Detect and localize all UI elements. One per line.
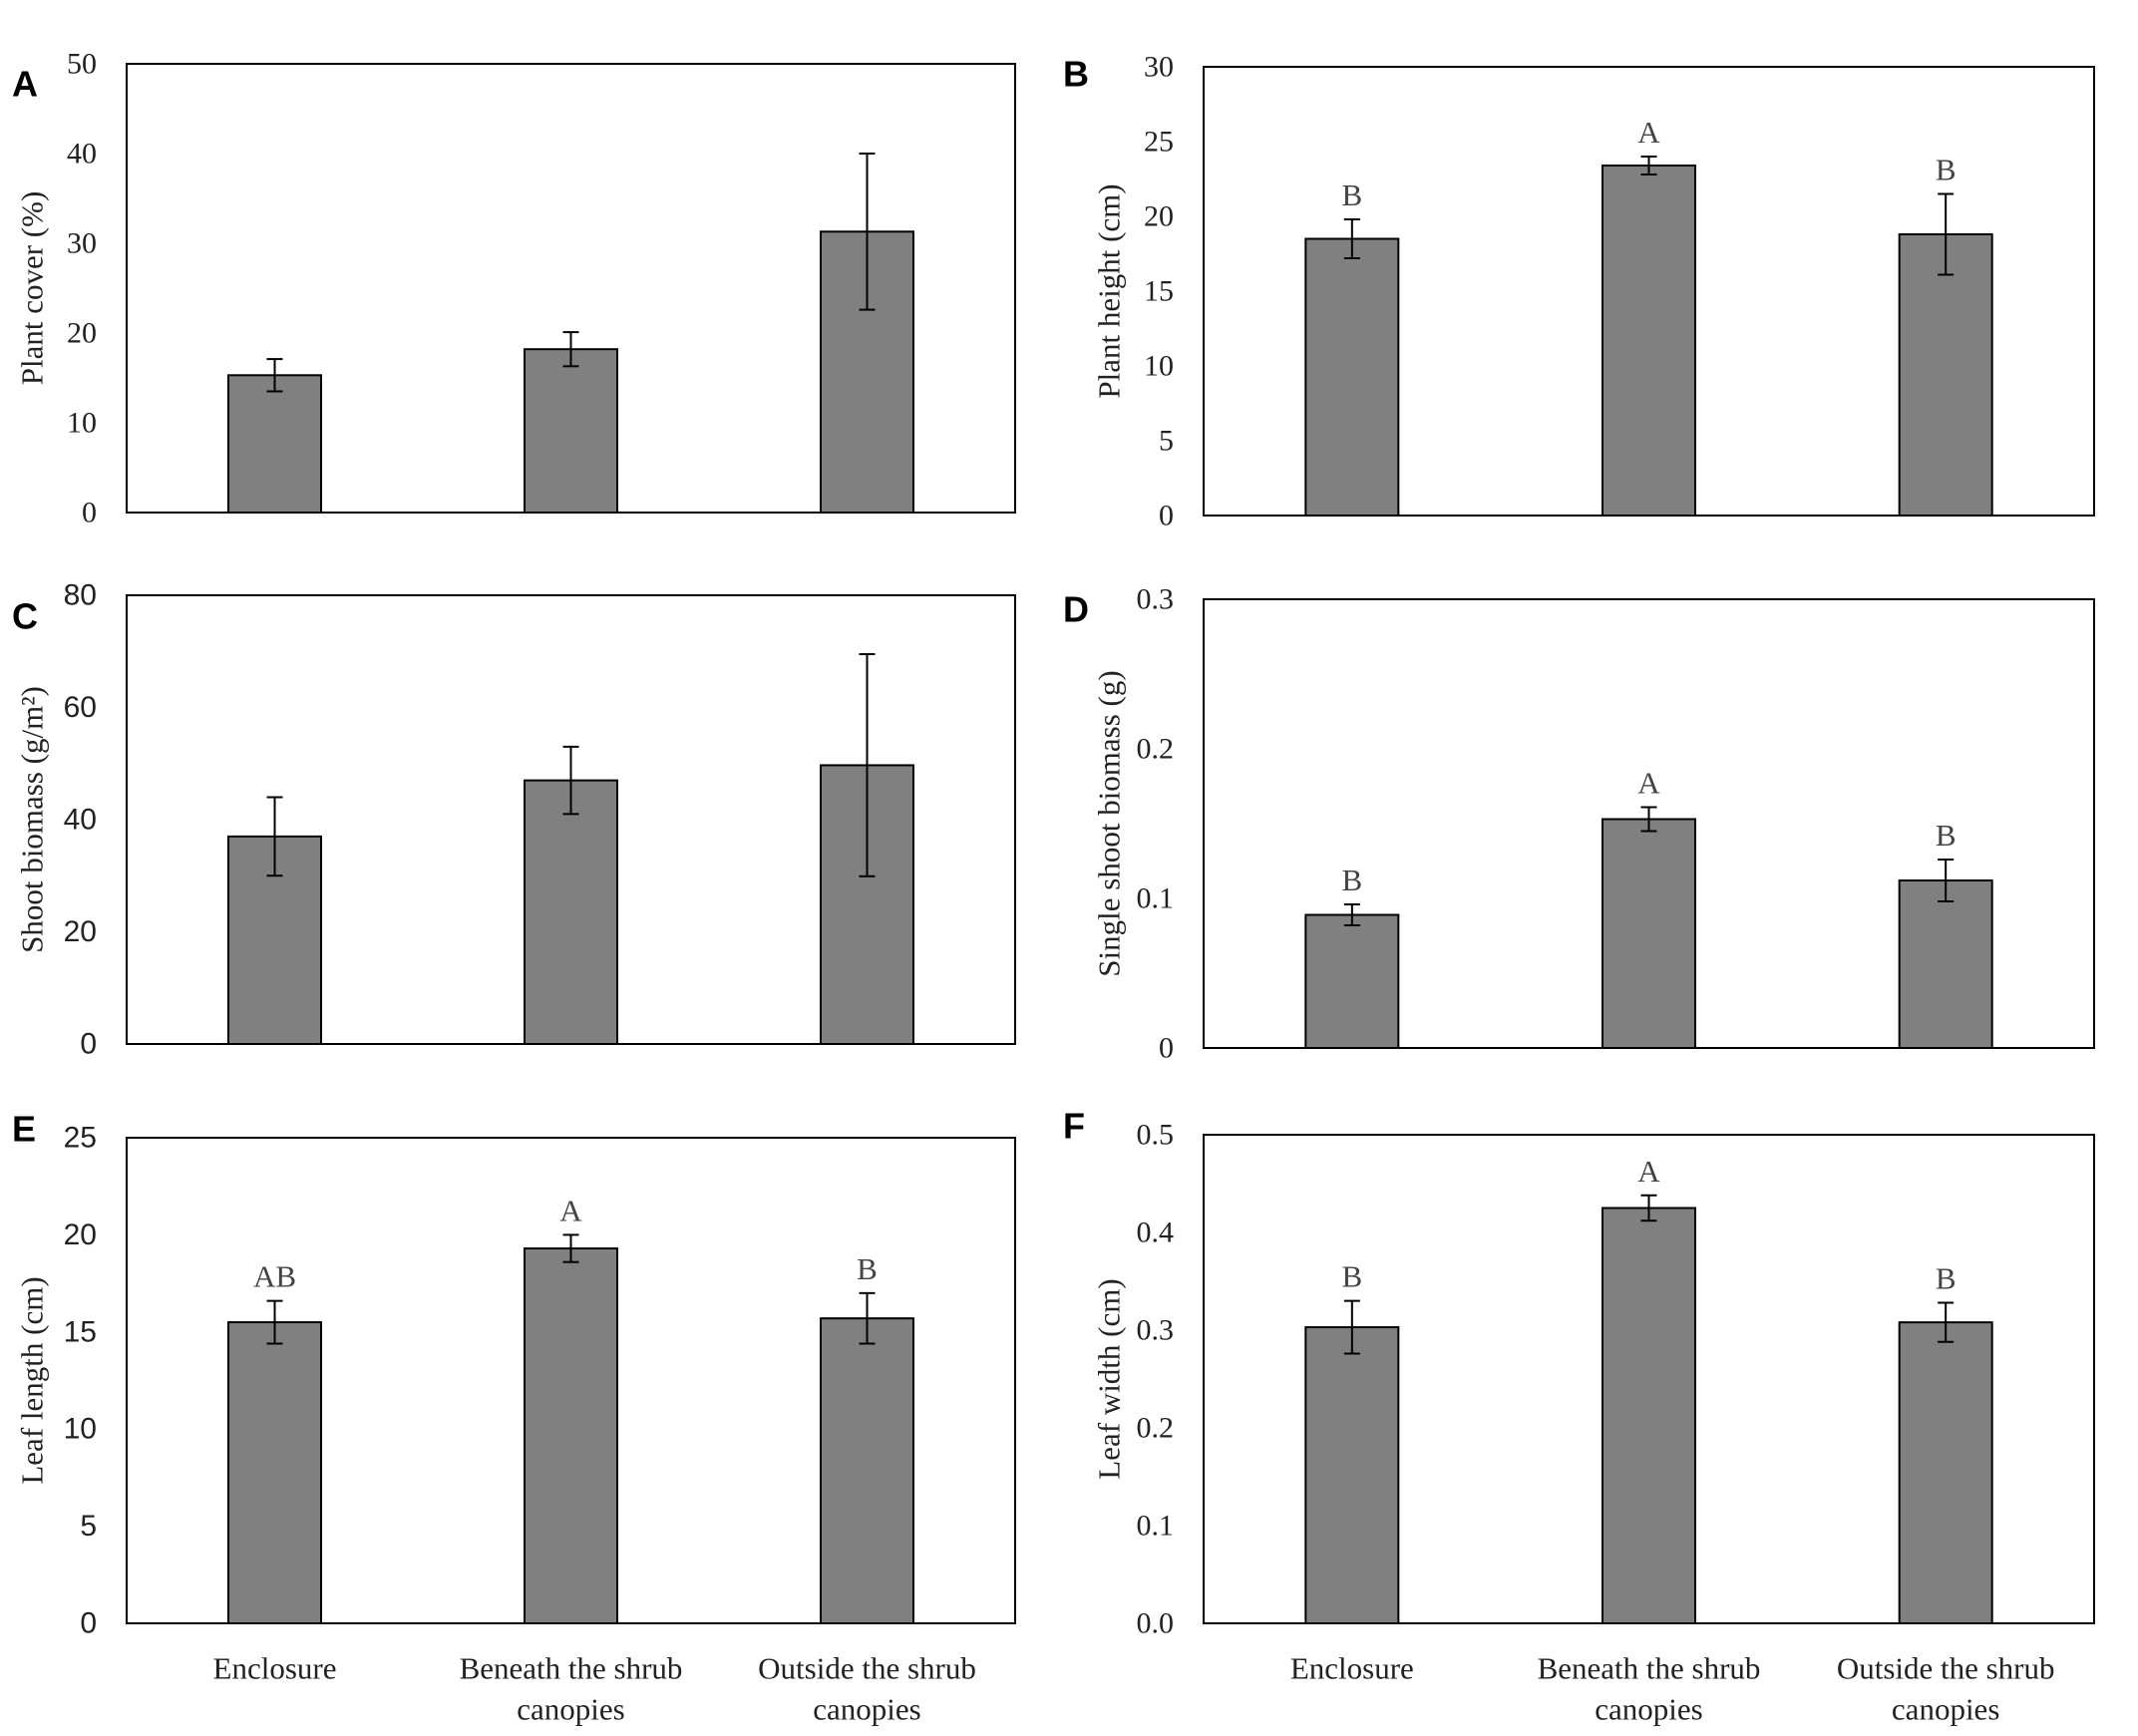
significance-letter: A bbox=[1637, 115, 1660, 150]
panel-f: F 0.0 0.1 0.2 0.3 0.4 0.5 Leaf width (cm) B Enclo… bbox=[1063, 1105, 2095, 1727]
bar bbox=[524, 1247, 618, 1624]
panel-label: F bbox=[1063, 1105, 1085, 1146]
panel-label: B bbox=[1063, 53, 1089, 94]
y-tick-label: 20 bbox=[1144, 200, 1174, 233]
bar bbox=[1304, 913, 1400, 1049]
plot-frame bbox=[1203, 66, 2095, 517]
y-axis-label: Single shoot biomass (g) bbox=[1092, 670, 1127, 976]
x-tick-label: canopies bbox=[517, 1692, 624, 1727]
bar bbox=[524, 348, 618, 515]
significance-letter: A bbox=[1637, 1154, 1660, 1189]
y-tick-label: 25 bbox=[64, 1122, 97, 1155]
bar bbox=[227, 374, 322, 514]
y-tick-label: 15 bbox=[1144, 275, 1174, 308]
y-tick-label: 0.1 bbox=[1137, 1510, 1175, 1543]
x-tick-label: Beneath the shrub bbox=[1538, 1651, 1761, 1686]
panel-label: D bbox=[1063, 588, 1089, 629]
significance-letter: A bbox=[1637, 766, 1660, 801]
y-tick-label: 0.3 bbox=[1137, 583, 1175, 616]
y-axis-label: Shoot biomass (g/m²) bbox=[15, 686, 50, 953]
y-tick-label: 0.1 bbox=[1137, 882, 1175, 915]
y-tick-label: 20 bbox=[67, 317, 97, 350]
y-axis-label: Leaf width (cm) bbox=[1092, 1278, 1127, 1479]
panel-label: A bbox=[12, 63, 38, 104]
y-tick-label: 0.3 bbox=[1137, 1314, 1175, 1347]
bar bbox=[227, 1321, 322, 1625]
y-tick-label: 0 bbox=[1159, 1032, 1174, 1065]
significance-letter: B bbox=[1341, 1259, 1362, 1294]
significance-letter: B bbox=[1341, 177, 1362, 212]
y-tick-label: 60 bbox=[64, 691, 97, 724]
plot-frame bbox=[126, 1137, 1016, 1624]
y-axis-label: Plant cover (%) bbox=[15, 191, 50, 386]
y-tick-label: 40 bbox=[64, 804, 97, 837]
plot-frame bbox=[1203, 598, 2095, 1049]
x-tick-label: Enclosure bbox=[213, 1651, 337, 1686]
bar bbox=[1304, 1326, 1400, 1625]
y-tick-label: 80 bbox=[64, 579, 97, 612]
bar bbox=[1898, 233, 1993, 517]
significance-letter: B bbox=[1936, 1261, 1957, 1296]
y-tick-label: 40 bbox=[67, 138, 97, 171]
bar bbox=[1602, 1207, 1696, 1624]
x-tick-label: Beneath the shrub bbox=[460, 1651, 683, 1686]
y-tick-label: 10 bbox=[1144, 350, 1174, 383]
y-tick-label: 0.4 bbox=[1137, 1216, 1175, 1249]
y-tick-label: 0.2 bbox=[1137, 1412, 1175, 1445]
y-tick-label: 30 bbox=[67, 227, 97, 260]
y-axis-label: Leaf length (cm) bbox=[15, 1276, 50, 1484]
y-tick-label: 20 bbox=[64, 915, 97, 948]
panel-b: B 0 5 10 15 20 25 30 Plant height (cm) B A B bbox=[1063, 51, 2095, 532]
y-tick-label: 0 bbox=[80, 1028, 97, 1061]
y-tick-label: 0.2 bbox=[1137, 733, 1175, 766]
x-tick-label: Outside the shrub bbox=[758, 1651, 976, 1686]
y-tick-label: 20 bbox=[64, 1218, 97, 1251]
y-tick-label: 5 bbox=[80, 1510, 97, 1543]
bar bbox=[1898, 879, 1993, 1049]
plot-frame bbox=[1203, 1134, 2095, 1624]
y-tick-label: 0 bbox=[1159, 500, 1174, 532]
bar bbox=[1304, 237, 1400, 517]
significance-letter: A bbox=[559, 1193, 582, 1227]
y-tick-label: 50 bbox=[67, 48, 97, 81]
panel-a: A 0 10 20 30 40 50 Plant cover (%) bbox=[12, 48, 1016, 529]
panel-label: C bbox=[12, 595, 38, 636]
y-tick-label: 0.5 bbox=[1137, 1119, 1175, 1152]
x-tick-label: canopies bbox=[1595, 1692, 1702, 1727]
panel-d: D 0 0.1 0.2 0.3 Single shoot biomass (g) B A B bbox=[1063, 583, 2095, 1065]
significance-letter: AB bbox=[253, 1259, 296, 1294]
x-tick-label: canopies bbox=[813, 1692, 920, 1727]
y-axis-label: Plant height (cm) bbox=[1092, 183, 1127, 398]
y-tick-label: 30 bbox=[1144, 51, 1174, 84]
y-tick-label: 10 bbox=[67, 407, 97, 440]
bar bbox=[820, 1317, 914, 1624]
x-tick-label: canopies bbox=[1892, 1692, 1999, 1727]
y-tick-label: 0.0 bbox=[1137, 1607, 1175, 1640]
x-tick-label: Enclosure bbox=[1290, 1651, 1414, 1686]
y-tick-label: 5 bbox=[1159, 425, 1174, 458]
bar bbox=[1602, 818, 1696, 1049]
x-tick-label: Outside the shrub bbox=[1837, 1651, 2055, 1686]
y-tick-label: 0 bbox=[80, 1607, 97, 1640]
significance-letter: B bbox=[1341, 863, 1362, 897]
bar bbox=[524, 779, 618, 1045]
panel-c: C 0 20 40 60 80 Shoot biomass (g/m²) bbox=[12, 579, 1016, 1061]
significance-letter: B bbox=[1936, 153, 1957, 187]
plot-frame bbox=[126, 594, 1016, 1045]
y-tick-label: 15 bbox=[64, 1315, 97, 1348]
y-tick-label: 25 bbox=[1144, 126, 1174, 159]
significance-letter: B bbox=[1936, 818, 1957, 853]
y-tick-label: 10 bbox=[64, 1413, 97, 1446]
plot-frame bbox=[126, 63, 1016, 514]
bar bbox=[1898, 1321, 1993, 1625]
y-tick-label: 0 bbox=[82, 497, 97, 529]
significance-letter: B bbox=[857, 1251, 878, 1286]
panel-label: E bbox=[12, 1108, 36, 1149]
bar bbox=[1602, 165, 1696, 517]
